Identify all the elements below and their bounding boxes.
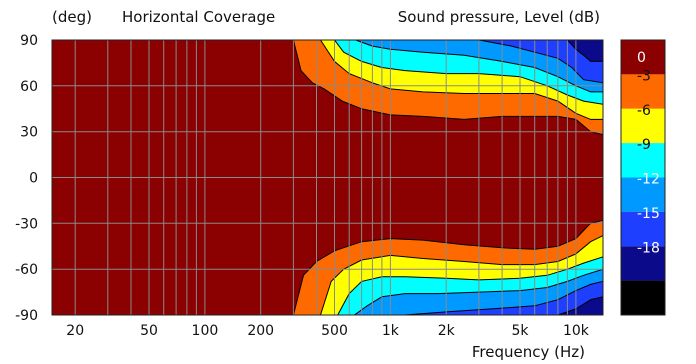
y-tick-labels: 90 60 30 0 -30 -60 -90: [15, 33, 38, 324]
grid: [52, 39, 603, 316]
x-tick-label: 500: [321, 323, 348, 339]
legend-swatch: [621, 74, 665, 109]
x-tick-label: 1k: [382, 323, 400, 339]
legend-swatch: [621, 108, 665, 144]
y-unit-label: (deg): [52, 8, 92, 26]
legend-swatch: [621, 246, 665, 281]
x-tick-label: 20: [66, 323, 84, 339]
x-tick-label: 50: [140, 323, 158, 339]
lower-contour-minus-18: [557, 296, 603, 315]
x-axis-label: Frequency (Hz): [472, 343, 585, 361]
y-tick-label: 60: [20, 79, 38, 95]
plot-frame: [51, 39, 604, 316]
x-tick-label: 5k: [511, 323, 529, 339]
legend-swatch: [621, 143, 665, 178]
x-tick-label: 2k: [438, 323, 456, 339]
upper-contour-minus-15: [478, 40, 603, 84]
legend-label: 0: [637, 50, 646, 66]
legend-frame: [620, 39, 666, 316]
legend-label: -6: [637, 103, 651, 119]
y-tick-label: 90: [20, 33, 38, 49]
y-tick-label: 30: [20, 125, 38, 141]
x-tick-label: 100: [192, 323, 219, 339]
legend-label: -15: [637, 206, 660, 222]
legend-title: Sound pressure, Level (dB): [398, 8, 600, 26]
y-tick-label: -30: [15, 216, 38, 232]
legend-swatch: [621, 40, 665, 75]
color-legend: 0 -3 -6 -9 -12 -15 -18: [620, 39, 666, 316]
legend-swatch: [621, 280, 665, 315]
y-tick-label: -90: [15, 308, 38, 324]
legend-label: -3: [637, 68, 651, 84]
y-tick-label: -60: [15, 262, 38, 278]
legend-label: -9: [637, 137, 651, 153]
legend-label: -18: [637, 240, 660, 256]
legend-label: -12: [637, 172, 660, 188]
x-tick-label: 200: [247, 323, 274, 339]
x-tick-label: 10k: [563, 323, 590, 339]
x-tick-labels: 20 50 100 200 500 1k 2k 5k 10k: [66, 323, 589, 339]
y-tick-label: 0: [29, 171, 38, 187]
chart-title: Horizontal Coverage: [122, 8, 275, 26]
legend-swatch: [621, 211, 665, 247]
legend-swatch: [621, 177, 665, 212]
